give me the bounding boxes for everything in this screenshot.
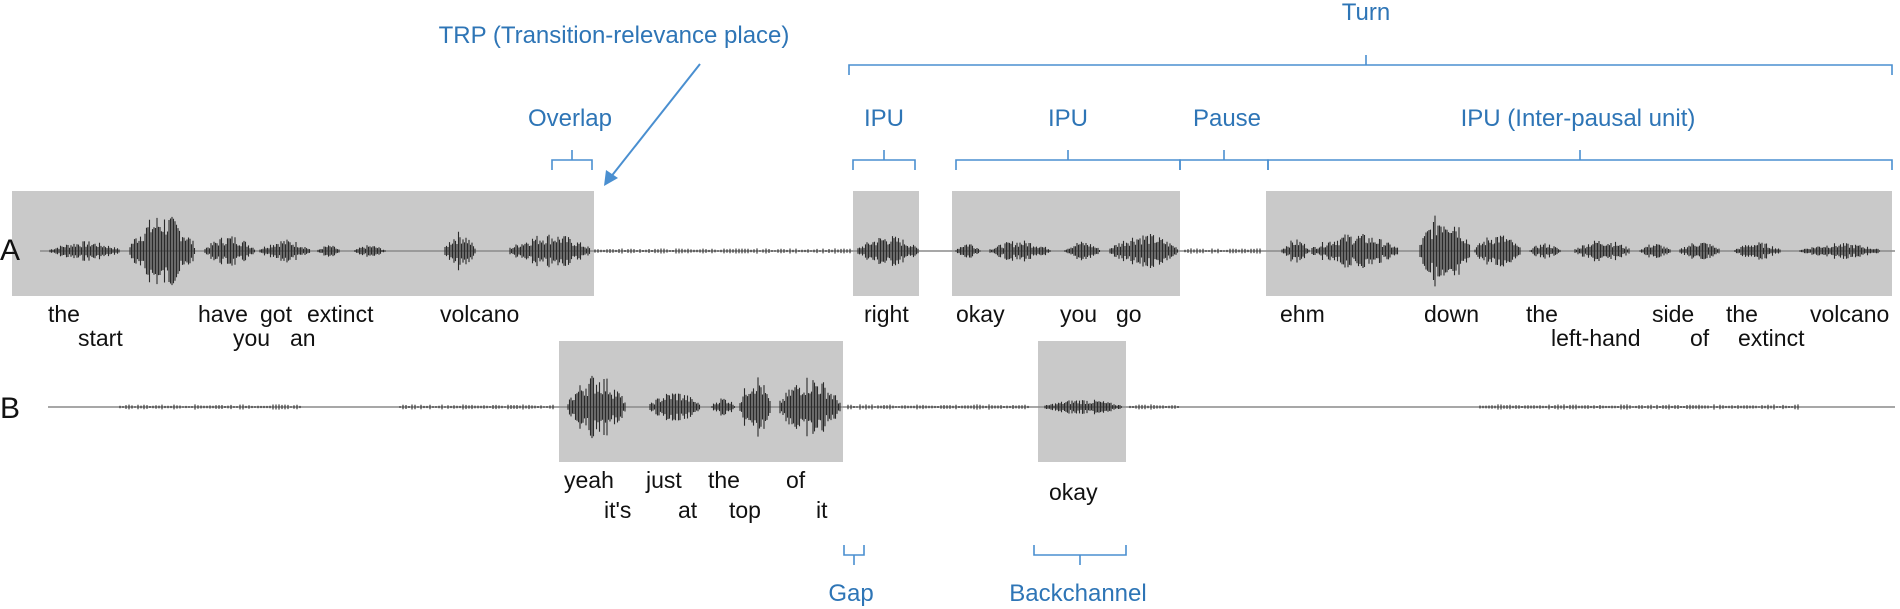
trp-label: TRP (Transition-relevance place) [439, 22, 790, 49]
word-a-top-1: the [48, 301, 80, 327]
word-a-top-10: ehm [1280, 301, 1325, 327]
waveform-a [49, 215, 1881, 287]
word-a-top-9: go [1116, 301, 1142, 327]
word-a-top-7: okay [956, 301, 1005, 327]
backchannel-brace [1033, 545, 1127, 565]
word-b-top-2: just [645, 467, 682, 493]
word-a-bottom-1: start [78, 325, 123, 351]
waveform-trace [119, 375, 1799, 439]
region-a-3 [952, 191, 1180, 296]
waveform-trace [49, 215, 1881, 287]
word-a-top-15: volcano [1810, 301, 1889, 327]
word-a-bottom-2: you [233, 325, 270, 351]
turn-label: Turn [1342, 0, 1390, 26]
word-a-top-14: the [1726, 301, 1758, 327]
region-a-1 [12, 191, 594, 296]
word-a-bottom-4: left-hand [1551, 325, 1641, 351]
pause-brace [1179, 150, 1269, 170]
word-a-top-8: you [1060, 301, 1097, 327]
trp-arrowhead [604, 170, 618, 186]
word-b-top-5: okay [1049, 479, 1098, 505]
word-a-bottom-3: an [290, 325, 316, 351]
word-a-top-11: down [1424, 301, 1479, 327]
waveform-b [119, 375, 1799, 439]
ipu1-label: IPU [864, 105, 904, 132]
word-b-top-3: the [708, 467, 740, 493]
word-a-top-4: extinct [307, 301, 374, 327]
region-b-1 [559, 341, 843, 462]
turn-brace [848, 55, 1893, 75]
word-a-top-5: volcano [440, 301, 519, 327]
ipu2-label: IPU [1048, 105, 1088, 132]
speaker-a-label: A [0, 234, 20, 267]
trp-arrow [609, 63, 701, 179]
word-a-top-13: side [1652, 301, 1694, 327]
word-a-top-6: right [864, 301, 909, 327]
word-b-bottom-1: it's [604, 497, 631, 523]
word-b-bottom-4: it [816, 497, 828, 523]
ipu1-brace [852, 150, 916, 170]
gap-label: Gap [828, 580, 873, 607]
word-a-bottom-6: extinct [1738, 325, 1805, 351]
ipu2-brace [955, 150, 1181, 170]
speaker-b-label: B [0, 392, 20, 425]
pause-label: Pause [1193, 105, 1261, 132]
overlap-brace [551, 150, 593, 170]
word-b-bottom-3: top [729, 497, 761, 523]
word-a-bottom-5: of [1690, 325, 1710, 351]
word-a-top-12: the [1526, 301, 1558, 327]
word-a-top-3: got [260, 301, 293, 327]
word-b-top-4: of [786, 467, 806, 493]
ipu3-label: IPU (Inter-pausal unit) [1461, 105, 1696, 132]
gap-brace [843, 545, 865, 565]
ipu3-brace [1267, 150, 1893, 170]
word-b-top-1: yeah [564, 467, 614, 493]
word-a-top-2: have [198, 301, 248, 327]
overlap-label: Overlap [528, 105, 612, 132]
backchannel-label: Backchannel [1009, 580, 1146, 607]
word-b-bottom-2: at [678, 497, 698, 523]
